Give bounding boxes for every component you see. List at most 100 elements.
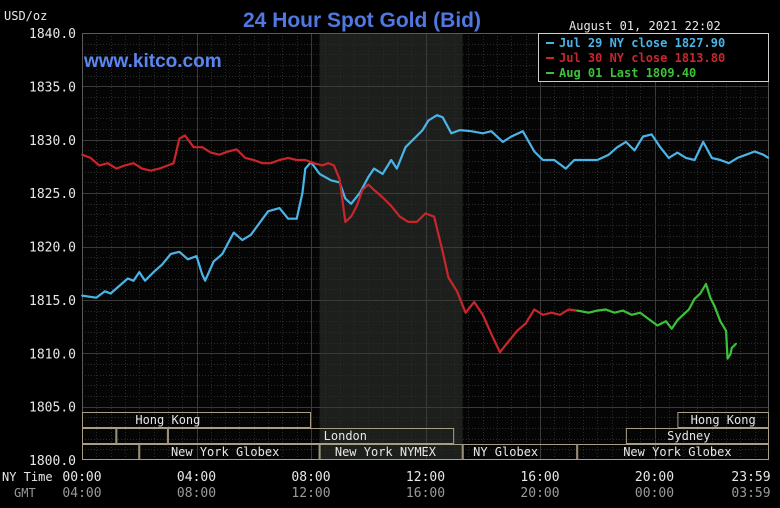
- series-2-point: [447, 276, 450, 279]
- session-bar: New York Globex: [139, 444, 320, 460]
- session-bar: New York Globex: [577, 444, 770, 460]
- series-3-point: [596, 309, 599, 312]
- series-3-point: [730, 347, 733, 349]
- chart-timestamp: August 01, 2021 22:02: [569, 19, 721, 33]
- series-1-point: [625, 141, 627, 143]
- series-2-point: [464, 311, 467, 314]
- series-3-point: [688, 308, 690, 311]
- series-1-point: [616, 146, 619, 149]
- nymex-shaded-region: [319, 33, 463, 460]
- series-2-point: [192, 146, 195, 149]
- series-2-point: [390, 205, 393, 207]
- series-3-point: [676, 319, 679, 322]
- series-3-point: [726, 357, 729, 360]
- series-2-point: [381, 196, 384, 199]
- series-1-point: [510, 135, 513, 138]
- series-1-point: [295, 217, 298, 220]
- series-3-point: [719, 320, 722, 323]
- shaded-band: [319, 33, 463, 460]
- session-bar: [116, 428, 168, 444]
- series-3-point: [576, 309, 579, 312]
- series-1-point: [676, 151, 679, 154]
- series-2-point: [355, 205, 358, 207]
- x-tick-label-ny: 12:00: [406, 470, 445, 485]
- series-2-point: [172, 162, 175, 165]
- series-1-point: [728, 162, 730, 165]
- x-tick-label-gmt: 08:00: [177, 486, 216, 501]
- series-2-point: [507, 340, 510, 343]
- series-1-point: [344, 197, 347, 200]
- series-1-point: [719, 159, 722, 161]
- x-tick-label-gmt: 16:00: [406, 486, 445, 501]
- series-1-point: [169, 253, 172, 255]
- series-2-point: [167, 164, 169, 167]
- series-3-point: [682, 313, 684, 316]
- series-2-point: [473, 301, 476, 303]
- series-3-point: [693, 297, 696, 300]
- series-1-point: [404, 146, 407, 149]
- series-2-point: [178, 137, 181, 140]
- series-1-point: [152, 271, 155, 273]
- series-1-point: [118, 285, 121, 287]
- series-3-point: [613, 311, 616, 314]
- series-1-point: [413, 137, 415, 140]
- series-1-point: [587, 159, 590, 161]
- series-1-point: [241, 239, 244, 242]
- series-2-point: [89, 157, 92, 159]
- series-2-point: [407, 221, 410, 223]
- series-3-point: [647, 318, 650, 320]
- series-2-point: [490, 333, 493, 335]
- series-2-point: [542, 313, 544, 316]
- series-2-point: [270, 162, 272, 165]
- session-bar-box: [82, 412, 311, 428]
- legend-label: Jul 29 NY close 1827.90: [559, 36, 725, 50]
- series-1-point: [481, 132, 484, 135]
- series-2-point: [550, 311, 553, 314]
- price-lines: [81, 114, 770, 360]
- series-line-3: [577, 282, 737, 360]
- series-2-point: [361, 189, 364, 191]
- series-1-point: [501, 141, 504, 143]
- session-bar: [82, 428, 117, 444]
- y-tick-label: 1830.0: [29, 134, 76, 149]
- series-3-point: [709, 296, 712, 299]
- series-2-point: [115, 167, 118, 170]
- series-2-point: [433, 215, 435, 218]
- y-axis: 1840.0 1835.0 1830.0 1825.0 1820.0 1815.0 1810…: [29, 27, 76, 469]
- series-2-point: [252, 159, 255, 161]
- series-2-point: [287, 157, 289, 159]
- series-1-point: [427, 119, 430, 122]
- series-3-point: [670, 327, 673, 330]
- session-bar-box: [625, 428, 769, 444]
- series-2-point: [344, 221, 347, 223]
- series-2-point: [373, 189, 375, 191]
- series-1-point: [667, 157, 670, 159]
- series-1-point: [490, 130, 493, 133]
- series-1-point: [421, 129, 424, 132]
- session-bar: Hong Kong: [677, 412, 770, 428]
- series-1-point: [221, 253, 224, 255]
- session-bar-box: [677, 412, 770, 428]
- series-3-point: [630, 313, 633, 316]
- y-tick-label: 1825.0: [29, 187, 76, 202]
- series-2-point: [158, 167, 161, 170]
- series-2-point: [333, 164, 335, 167]
- series-1-point: [381, 173, 384, 175]
- series-1-point: [650, 133, 653, 136]
- series-3-point: [729, 353, 732, 356]
- series-1-point: [642, 135, 644, 138]
- x-tick-label-ny: 00:00: [62, 470, 101, 485]
- series-1-point: [396, 167, 398, 170]
- series-2-point: [499, 351, 501, 354]
- x-tick-label-ny: 20:00: [635, 470, 674, 485]
- y-tick-label: 1800.0: [29, 454, 76, 469]
- series-1-point: [441, 116, 444, 119]
- series-2-point: [218, 153, 221, 156]
- series-2-point: [441, 250, 444, 253]
- series-2-point: [106, 162, 109, 165]
- series-1-point: [573, 159, 576, 161]
- session-bar-label: Hong Kong: [135, 413, 200, 427]
- series-1-point: [607, 153, 610, 156]
- session-bar-label: New York Globex: [623, 445, 731, 459]
